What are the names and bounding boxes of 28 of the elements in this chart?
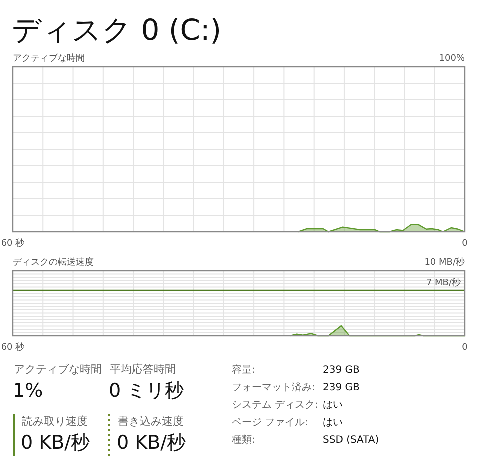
chart-title: ディスク 0 (C:) bbox=[12, 13, 222, 47]
x-tick-label: 60 秒 bbox=[1, 238, 25, 249]
text: ページ ファイル: bbox=[232, 418, 309, 428]
text: 書き込み速度 bbox=[118, 415, 184, 428]
text: 10 MB/秒 bbox=[424, 257, 465, 268]
text: 種類: bbox=[232, 434, 256, 446]
text: SSD (SATA) bbox=[323, 435, 380, 446]
x-tick-label: 0 bbox=[462, 239, 468, 249]
x-tick-label: 0 bbox=[462, 343, 468, 353]
text: アクティブな時間 bbox=[14, 363, 102, 376]
text: 239 GB bbox=[323, 382, 360, 394]
text: 読み取り速度 bbox=[22, 415, 88, 428]
text: フォーマット済み: bbox=[232, 382, 316, 394]
text: 100% bbox=[439, 54, 466, 64]
text: 平均応答時間 bbox=[110, 363, 176, 376]
text: システム ディスク: bbox=[232, 400, 319, 411]
text: 容量: bbox=[232, 364, 256, 376]
text: 1% bbox=[13, 380, 44, 402]
text: 239 GB bbox=[323, 365, 360, 376]
chart-subtitle: アクティブな時間 bbox=[13, 53, 85, 64]
text: 0 KB/秒 bbox=[117, 432, 186, 454]
text: はい bbox=[323, 418, 343, 428]
text: 0 KB/秒 bbox=[21, 432, 90, 454]
text: 0 ミリ秒 bbox=[109, 380, 184, 402]
text: はい bbox=[323, 400, 343, 411]
ref-line-label: 7 MB/秒 bbox=[426, 278, 461, 288]
x-tick-label: 60 秒 bbox=[1, 342, 25, 353]
chart-title: ディスクの転送速度 bbox=[13, 257, 94, 268]
